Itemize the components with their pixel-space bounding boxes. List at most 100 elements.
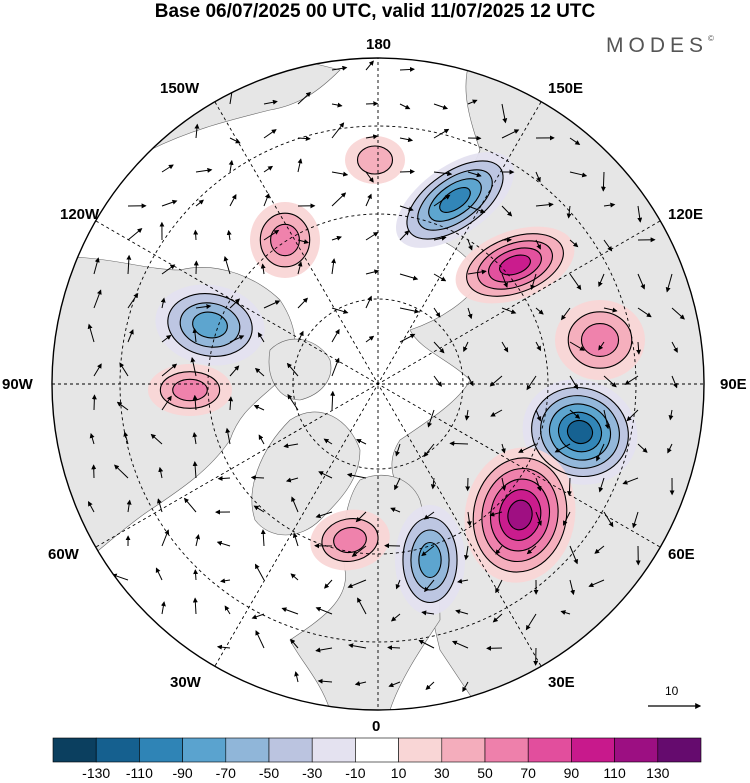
wind-arrow [598,273,605,288]
lon-label-180: 180 [366,36,392,53]
map-disk [52,58,704,710]
wind-arrow [464,409,470,421]
wind-arrow [399,333,416,343]
colorbar-segment [441,737,486,763]
wind-arrow [127,228,143,241]
wind-arrow [229,298,241,309]
wind-arrow [490,409,503,417]
wind-arrow [463,341,469,353]
wind-arrow [161,199,178,207]
colorbar-tick-label: -30 [302,765,323,781]
wind-arrow [399,169,415,175]
wind-arrow [399,103,411,110]
wind-arrow [290,638,299,649]
wind-arrow [331,102,343,108]
colorbar-segment [527,737,572,763]
wind-arrow [331,65,348,71]
wind-arrow [258,434,265,445]
wind-arrow [331,122,345,139]
wind-arrow [287,393,299,411]
wind-arrow [561,307,571,321]
wind-arrow [216,540,231,547]
streamfunction-contour [566,419,594,445]
wind-arrow [603,375,617,388]
modes-brand-logo: MODES© [606,34,714,57]
wind-arrow [603,307,618,313]
wind-arrow [331,328,340,343]
wind-arrow [600,171,606,192]
wind-arrow [351,545,367,557]
streamfunction-contour [531,386,629,478]
wind-arrow [315,511,333,519]
wind-arrow [399,307,420,314]
wind-arrow [87,323,95,343]
wind-arrow [423,511,435,520]
wind-arrow [281,607,299,615]
wind-arrow [594,545,605,554]
wind-arrow [399,230,410,241]
streamfunction-contour [548,403,612,461]
wind-arrow [346,472,367,479]
streamfunction-contour [540,395,620,469]
wind-arrow [220,578,231,584]
wind-arrow [495,579,503,594]
colorbar-tick-label: 90 [563,765,580,781]
streamfunction-contour [259,212,311,268]
wind-arrow [418,640,435,649]
wind-arrow [357,597,367,615]
wind-arrow [315,647,333,653]
wind-arrow [217,475,231,481]
wind-arrow [297,158,303,173]
lon-label-30e: 30E [548,674,575,691]
wind-arrow [354,681,367,686]
lon-label-30w: 30W [170,674,201,691]
wind-arrow [467,375,474,387]
streamfunction-contour [481,467,559,563]
lon-label-120w: 120W [60,206,100,223]
streamfunction-contour [402,516,458,604]
wind-arrow [569,579,575,596]
wind-arrow [603,409,610,430]
wind-arrow [433,171,453,177]
wind-arrow [331,258,337,275]
wind-arrow [93,363,102,377]
wind-arrow [229,194,237,207]
colorbar-tick-label: -130 [82,765,111,781]
lon-label-0: 0 [372,718,381,735]
wind-arrow [423,443,435,458]
colorbar-segment [571,737,615,763]
colorbar-tick-label: 130 [646,765,670,781]
colorbar-tick-label: -50 [258,765,280,781]
wind-arrow [111,573,129,581]
wind-arrow [399,137,414,143]
wind-arrow [193,569,199,581]
wind-arrow [263,300,281,309]
wind-arrow [433,103,449,110]
wind-arrow [500,443,506,454]
wind-arrow [297,239,310,245]
wind-arrow [535,409,542,422]
colorbar-tick-label: -10 [345,765,366,781]
wind-arrow [637,443,648,453]
wind-arrow [161,164,174,173]
wind-arrow [158,466,164,479]
wind-arrow [127,329,134,343]
wind-arrow [330,390,336,411]
wind-arrow [365,231,379,241]
wind-arrow [467,269,487,275]
wind-arrow [632,511,639,529]
colorbar-segment [311,737,356,763]
wind-arrow [636,341,642,355]
wind-arrow [433,194,451,207]
colorbar [52,737,702,763]
wind-arrow [263,165,274,173]
wind-arrow [535,341,541,352]
wind-arrow [467,171,482,178]
negative-anomaly-shade [567,420,593,444]
wind-arrow [253,405,265,411]
colorbar-tick-label: -70 [215,765,236,781]
wind-arrow [192,327,198,343]
wind-arrow [569,545,578,565]
wind-arrow [161,334,172,343]
wind-arrow [318,471,333,479]
